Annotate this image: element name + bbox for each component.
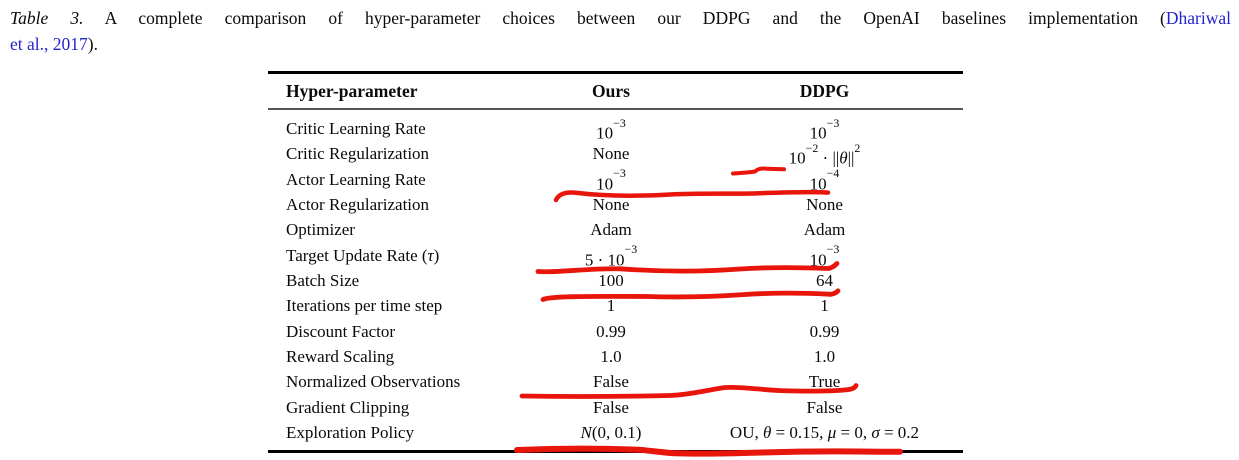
cell-param-row3: Actor Learning Rate [286,169,426,189]
cell-ddpg-row10: 1.0 [813,346,836,366]
cell-ours-row1: 10−3 [596,115,626,143]
citation-link[interactable]: Dhariwal [1165,8,1231,28]
cell-ddpg-row13: OU, θ = 0.15, μ = 0, σ = 0.2 [729,422,920,442]
cell-ddpg-row2: 10−2 · ||θ||2 [788,140,861,168]
cell-ours-row13: N(0, 0.1) [580,422,642,442]
table-row: Gradient Clipping False False [268,395,963,420]
table-row: Actor Learning Rate 10−3 10−4 [268,166,963,194]
cell-ddpg-row5: Adam [803,220,846,240]
table-row: Actor Regularization None None [268,192,963,217]
caption-line-2: et al., 2017). [10,31,1231,57]
table-row: Reward Scaling 1.0 1.0 [268,344,963,369]
cell-ours-row4: None [592,194,630,214]
cell-ddpg-row12: False [806,397,843,417]
header-hyper-parameter: Hyper-parameter [286,80,418,101]
citation-link[interactable]: et al., 2017 [10,34,88,54]
cell-param-row8: Iterations per time step [286,296,443,316]
table-row: Target Update Rate (τ) 5 · 10−3 10−3 [268,242,963,270]
cell-ours-row6: 5 · 10−3 [584,242,638,270]
table-row: Exploration Policy N(0, 0.1) OU, θ = 0.15,… [268,420,963,445]
cell-ours-row3: 10−3 [596,166,626,194]
cell-ours-row10: 1.0 [600,346,622,366]
cell-param-row6: Target Update Rate (τ) [286,245,440,265]
cell-ours-row2: None [592,144,630,164]
cell-ddpg-row8: 1 [820,296,829,316]
cell-param-row9: Discount Factor [286,321,396,341]
cell-ddpg-row4: None [806,194,843,214]
table-row: Discount Factor 0.99 0.99 [268,319,963,344]
cell-ddpg-row11: True [808,372,841,392]
cell-ours-row12: False [593,397,629,417]
table-mid-rule [268,108,963,110]
cell-ddpg-row6: 10−3 [809,242,840,270]
cell-param-row5: Optimizer [286,220,355,240]
hyperparameter-table: Hyper-parameter Ours DDPG Critic Learnin… [268,71,963,454]
cell-param-row13: Exploration Policy [286,422,414,442]
cell-ours-row11: False [593,372,629,392]
cell-ours-row7: 100 [598,270,624,290]
table-caption: Table 3. A complete comparison of hyper-… [10,5,1231,57]
cell-param-row7: Batch Size [286,270,360,290]
table-row: Critic Learning Rate 10−3 10−3 [268,115,963,143]
header-ddpg: DDPG [799,80,850,101]
caption-table-label: Table 3. [10,8,84,28]
caption-line-1: Table 3. A complete comparison of hyper-… [10,5,1231,31]
cell-param-row10: Reward Scaling [286,346,395,366]
cell-ours-row5: Adam [590,220,632,240]
cell-ddpg-row3: 10−4 [809,166,840,194]
cell-ours-row9: 0.99 [596,321,626,341]
table-row: Normalized Observations False True [268,369,963,394]
table-top-rule [268,71,963,74]
table-header-row: Hyper-parameter Ours DDPG [268,74,963,108]
cell-param-row12: Gradient Clipping [286,397,410,417]
header-ours: Ours [592,80,630,101]
cell-param-row4: Actor Regularization [286,194,430,214]
table-bottom-rule [268,450,963,454]
cell-ddpg-row1: 10−3 [809,115,840,143]
table-row: Critic Regularization None 10−2 · ||θ||2 [268,140,963,168]
table-row: Optimizer Adam Adam [268,217,963,242]
cell-ddpg-row7: 64 [816,270,833,290]
cell-param-row1: Critic Learning Rate [286,119,426,138]
cell-param-row2: Critic Regularization [286,144,430,164]
cell-param-row11: Normalized Observations [286,372,461,392]
table-row: Iterations per time step 1 1 [268,293,963,318]
table-row: Batch Size 100 64 [268,268,963,293]
table-body: Critic Learning Rate 10−3 10−3 Critic Regul… [268,110,963,450]
caption-text: A complete comparison of hyper-parameter… [83,8,1166,28]
cell-ours-row8: 1 [606,296,616,316]
caption-text: ). [87,34,98,54]
cell-ddpg-row9: 0.99 [809,321,840,341]
